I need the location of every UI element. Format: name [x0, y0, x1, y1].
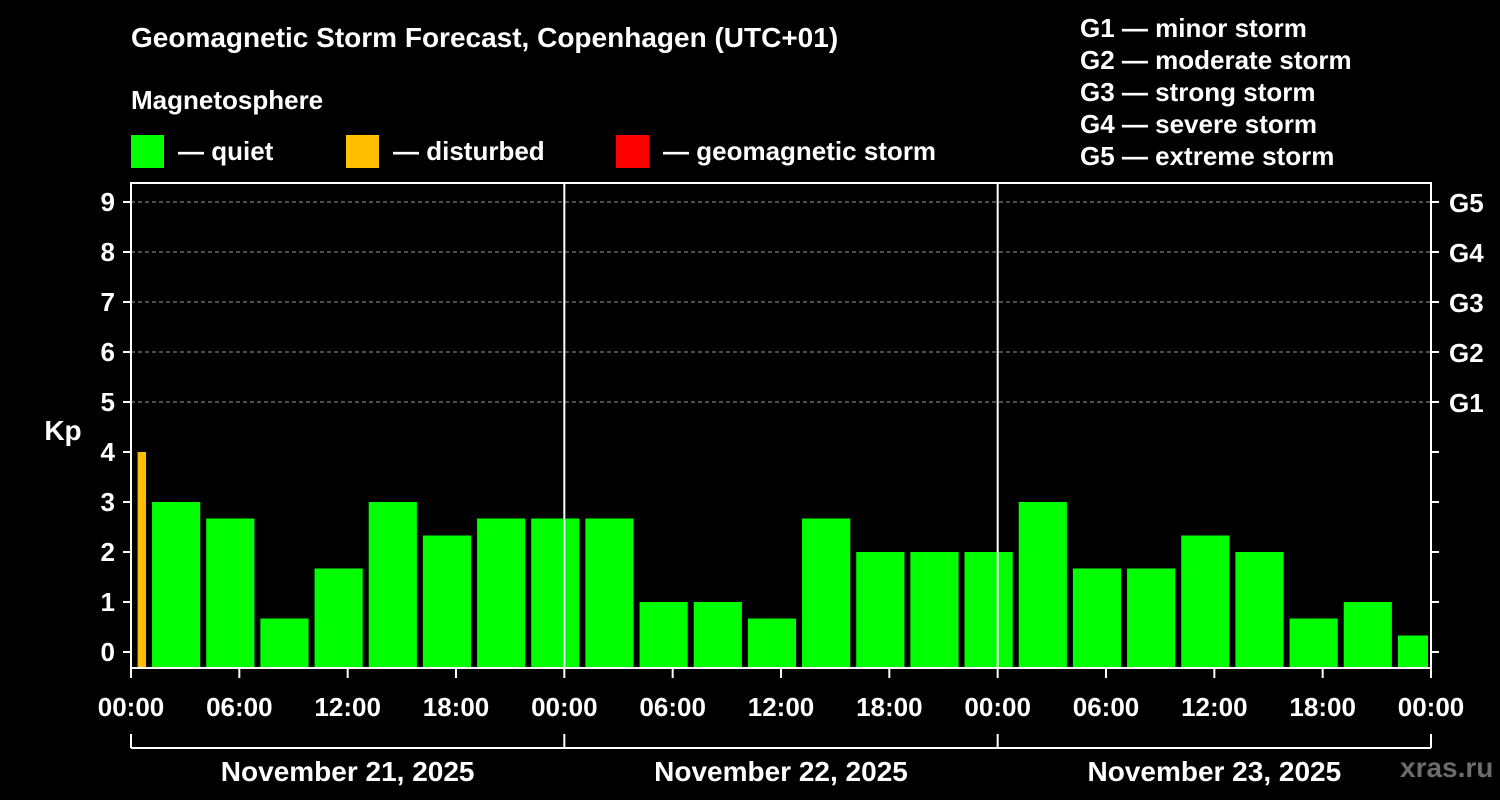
storm-scale-list: G1 — minor storm G2 — moderate storm G3 … [1080, 12, 1352, 172]
date-label-2: November 22, 2025 [654, 756, 908, 787]
kp-bar-7 [422, 535, 472, 667]
kp-bar-1 [137, 452, 147, 667]
x-tick-label-1: 06:00 [206, 692, 273, 722]
x-tick-label-6: 12:00 [748, 692, 815, 722]
g-scale-label-g1: G1 [1449, 388, 1484, 418]
legend-disturbed: — disturbed [346, 134, 545, 168]
x-tick-label-2: 12:00 [314, 692, 381, 722]
x-tick-label-11: 18:00 [1289, 692, 1356, 722]
kp-bar-10 [585, 518, 634, 667]
x-tick-label-0: 00:00 [98, 692, 165, 722]
x-tick-label-5: 06:00 [639, 692, 706, 722]
x-tick-label-8: 00:00 [964, 692, 1031, 722]
kp-bar-24 [1343, 602, 1392, 667]
y-tick-label-9: 9 [101, 187, 115, 217]
kp-bar-18 [1018, 502, 1067, 667]
kp-bar-25 [1397, 635, 1428, 667]
kp-bar-20 [1127, 568, 1176, 667]
y-tick-label-1: 1 [101, 587, 115, 617]
x-tick-label-4: 00:00 [531, 692, 598, 722]
y-tick-label-6: 6 [101, 337, 115, 367]
legend-storm-swatch [616, 134, 649, 168]
section-title: Magnetosphere [131, 85, 324, 115]
axis-layer: 0 1 2 3 4 5 6 7 8 9 Kp G1 G2 G3 G4 G5 00:00 06:00 12:00 18:… [44, 182, 1484, 787]
kp-bar-9 [531, 518, 580, 667]
y-axis-label: Kp [44, 415, 81, 446]
kp-bar-12 [693, 602, 742, 667]
y-tick-label-0: 0 [101, 637, 115, 667]
g-scale-label-g3: G3 [1449, 288, 1484, 318]
g-scale-label-g4: G4 [1449, 238, 1484, 268]
y-tick-label-2: 2 [101, 537, 115, 567]
storm-scale-g1: G1 — minor storm [1080, 13, 1307, 43]
y-tick-label-7: 7 [101, 287, 115, 317]
legend-quiet: — quiet [131, 134, 273, 168]
kp-bar-14 [802, 518, 851, 667]
y-tick-label-8: 8 [101, 237, 115, 267]
kp-bar-13 [747, 618, 797, 667]
x-tick-label-10: 12:00 [1181, 692, 1248, 722]
legend-disturbed-label: — disturbed [393, 135, 545, 166]
legend-quiet-swatch [131, 134, 164, 168]
legend-storm: — geomagnetic storm [616, 134, 936, 168]
legend-quiet-label: — quiet [178, 135, 274, 166]
storm-scale-g4: G4 — severe storm [1080, 109, 1318, 139]
kp-bar-3 [206, 518, 255, 667]
y-tick-label-3: 3 [101, 487, 115, 517]
watermark: xras.ru [1400, 752, 1494, 783]
legend-disturbed-swatch [346, 134, 379, 168]
kp-bar-17 [964, 552, 1013, 667]
kp-bar-23 [1289, 618, 1338, 667]
bar-layer [137, 452, 1428, 667]
grid-layer [131, 201, 1431, 403]
kp-bar-22 [1235, 552, 1284, 667]
date-label-3: November 23, 2025 [1087, 756, 1341, 787]
kp-bar-8 [477, 518, 526, 667]
storm-scale-g3: G3 — strong storm [1080, 77, 1316, 107]
kp-bar-5 [314, 568, 363, 667]
kp-bar-4 [260, 618, 309, 667]
g-scale-label-g2: G2 [1449, 338, 1484, 368]
date-label-1: November 21, 2025 [221, 756, 475, 787]
x-tick-label-12: 00:00 [1398, 692, 1465, 722]
x-tick-label-3: 18:00 [423, 692, 490, 722]
kp-bar-21 [1181, 535, 1230, 667]
kp-bar-11 [639, 602, 688, 667]
x-tick-label-7: 18:00 [856, 692, 923, 722]
kp-bar-16 [910, 552, 959, 667]
x-tick-label-9: 06:00 [1073, 692, 1140, 722]
y-tick-label-5: 5 [101, 387, 115, 417]
kp-bar-19 [1072, 568, 1122, 667]
kp-bar-15 [856, 552, 905, 667]
kp-bar-6 [368, 502, 417, 667]
storm-scale-g5: G5 — extreme storm [1080, 141, 1335, 171]
g-scale-label-g5: G5 [1449, 188, 1484, 218]
y-tick-label-4: 4 [101, 437, 116, 467]
legend-storm-label: — geomagnetic storm [663, 135, 937, 166]
kp-bar-2 [152, 502, 201, 667]
chart-title: Geomagnetic Storm Forecast, Copenhagen (… [131, 22, 839, 53]
storm-scale-g2: G2 — moderate storm [1080, 45, 1352, 75]
